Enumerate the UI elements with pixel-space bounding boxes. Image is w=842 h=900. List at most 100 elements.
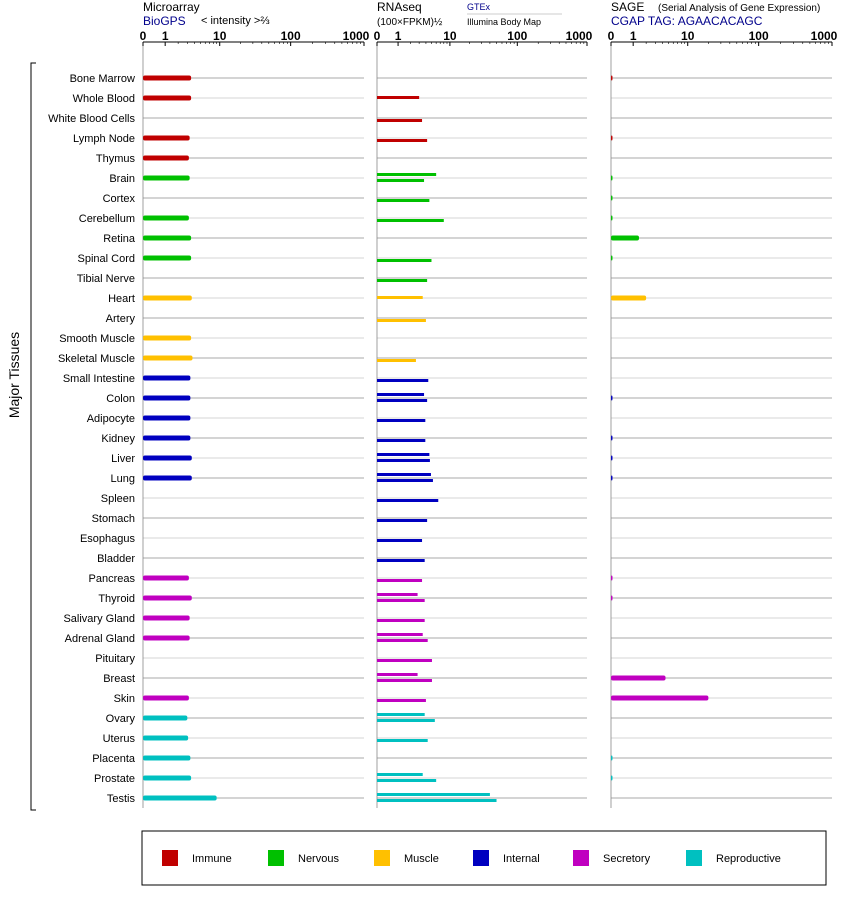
bar-biogps: [143, 775, 192, 781]
bar-illumina: [377, 119, 423, 122]
bar-biogps: [143, 755, 191, 761]
bar-illumina: [377, 319, 426, 322]
bar-biogps: [143, 375, 191, 381]
category-label: Spinal Cord: [78, 253, 135, 265]
bar-gtex: [377, 453, 430, 456]
bar-gtex: [377, 393, 425, 396]
bar-illumina: [377, 259, 432, 262]
legend-label: Nervous: [298, 853, 339, 865]
sage-tag: CGAP TAG: AGAACACAGC: [611, 14, 763, 28]
bar-sage: [611, 475, 613, 481]
x-tick-label: 10: [213, 29, 227, 43]
x-tick-label: 1: [395, 29, 402, 43]
x-tick-label: 100: [507, 29, 527, 43]
legend-swatch: [268, 850, 284, 866]
bar-gtex: [377, 173, 437, 176]
bar-biogps: [143, 155, 189, 161]
legend-swatch: [374, 850, 390, 866]
bar-illumina: [377, 799, 497, 802]
bar-biogps: [143, 475, 192, 481]
bar-sage: [611, 215, 613, 221]
bar-biogps: [143, 575, 189, 581]
bar-sage: [611, 435, 613, 441]
x-tick-label: 100: [281, 29, 301, 43]
bar-illumina: [377, 579, 423, 582]
bar-gtex: [377, 633, 423, 636]
microarray-title: Microarray: [143, 0, 200, 14]
bar-biogps: [143, 635, 190, 641]
legend-swatch: [473, 850, 489, 866]
bar-gtex: [377, 96, 420, 99]
bar-biogps: [143, 395, 191, 401]
category-label: Artery: [106, 313, 136, 325]
bar-sage: [611, 175, 613, 181]
bar-sage: [611, 575, 613, 581]
bar-biogps: [143, 295, 192, 301]
category-label: Salivary Gland: [63, 613, 135, 625]
bar-sage: [611, 195, 613, 201]
bar-biogps: [143, 75, 192, 81]
bar-biogps: [143, 615, 190, 621]
category-label: Pituitary: [95, 653, 135, 665]
x-tick-label: 1: [162, 29, 169, 43]
x-tick-label: 1000: [811, 29, 838, 43]
bar-gtex: [377, 713, 425, 716]
category-label: Testis: [107, 793, 136, 805]
bar-illumina: [377, 179, 425, 182]
bar-biogps: [143, 355, 193, 361]
bar-sage: [611, 75, 613, 81]
bar-sage: [611, 455, 613, 461]
bar-biogps: [143, 595, 192, 601]
category-label: Cortex: [103, 193, 136, 205]
bar-illumina: [377, 139, 428, 142]
bar-illumina: [377, 539, 423, 542]
bar-illumina: [377, 739, 428, 742]
category-label: Bladder: [97, 553, 135, 565]
x-tick-label: 0: [140, 29, 147, 43]
bar-biogps: [143, 335, 192, 341]
x-tick-label: 1000: [566, 29, 593, 43]
bar-illumina: [377, 639, 428, 642]
microarray-metric: < intensity >⅔: [201, 15, 270, 27]
bar-sage: [611, 695, 709, 701]
bar-illumina: [377, 699, 426, 702]
rnaseq-source-gtex: GTEx: [467, 2, 491, 12]
bar-illumina: [377, 199, 430, 202]
category-label: Small Intestine: [63, 373, 135, 385]
microarray-source: BioGPS: [143, 14, 186, 28]
category-label: Whole Blood: [73, 93, 135, 105]
bar-illumina: [377, 659, 432, 662]
bar-biogps: [143, 235, 192, 241]
bar-gtex: [377, 773, 423, 776]
bar-illumina: [377, 419, 426, 422]
bar-biogps: [143, 795, 217, 801]
bar-gtex: [377, 593, 418, 596]
bar-biogps: [143, 175, 190, 181]
category-label: Thyroid: [98, 593, 135, 605]
category-label: Liver: [111, 453, 135, 465]
category-label: Brain: [109, 173, 135, 185]
bar-sage: [611, 775, 613, 781]
bar-illumina: [377, 399, 428, 402]
bar-biogps: [143, 415, 191, 421]
sage-title: SAGE: [611, 0, 644, 14]
x-tick-label: 0: [374, 29, 381, 43]
x-tick-label: 100: [749, 29, 769, 43]
rnaseq-source-illumina: Illumina Body Map: [467, 17, 541, 27]
bar-illumina: [377, 279, 428, 282]
bar-illumina: [377, 679, 432, 682]
bar-illumina: [377, 379, 429, 382]
bar-sage: [611, 595, 613, 601]
category-label: Lung: [111, 473, 135, 485]
category-label: Bone Marrow: [70, 73, 135, 85]
category-label: Spleen: [101, 493, 135, 505]
group-label: Major Tissues: [6, 332, 22, 418]
bar-biogps: [143, 135, 190, 141]
category-label: Skeletal Muscle: [58, 353, 135, 365]
bar-illumina: [377, 519, 428, 522]
group-bracket: [30, 62, 36, 811]
legend-label: Reproductive: [716, 853, 781, 865]
bar-sage: [611, 675, 666, 681]
bar-illumina: [377, 559, 425, 562]
bar-illumina: [377, 719, 435, 722]
